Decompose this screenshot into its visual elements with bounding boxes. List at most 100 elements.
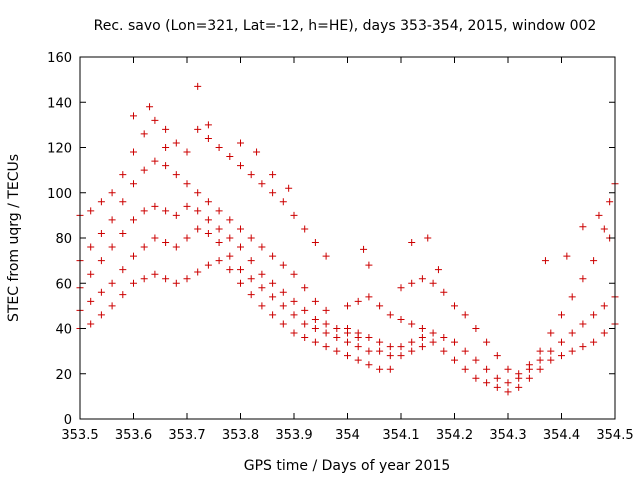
data-point-marker (172, 139, 180, 147)
data-point-marker (311, 315, 319, 323)
data-point-marker (258, 243, 266, 251)
data-point-marker (301, 284, 309, 292)
data-point-marker (119, 291, 127, 299)
data-point-marker (418, 325, 426, 332)
data-point-marker (162, 207, 170, 215)
data-point-marker (360, 245, 368, 253)
data-point-marker (108, 279, 116, 287)
data-point-marker (504, 388, 512, 396)
data-point-marker (162, 275, 170, 283)
data-point-marker (151, 157, 159, 165)
data-point-marker (558, 352, 565, 360)
data-point-marker (140, 130, 148, 138)
y-tick-label: 160 (47, 51, 72, 66)
y-tick-label: 60 (55, 277, 72, 292)
data-point-marker (397, 343, 405, 351)
data-point-marker (258, 270, 266, 278)
data-point-marker (376, 338, 384, 346)
x-tick-label: 353.8 (222, 428, 259, 443)
data-point-marker (376, 365, 384, 373)
data-point-marker (97, 257, 105, 265)
data-point-marker (541, 257, 549, 265)
data-point-marker (579, 320, 587, 328)
data-point-marker (547, 347, 555, 355)
data-point-marker (172, 279, 180, 287)
data-point-marker (536, 365, 544, 373)
data-point-marker (595, 211, 603, 219)
data-point-marker (172, 171, 180, 179)
x-tick-label: 354 (335, 428, 360, 443)
data-point-marker (162, 162, 170, 170)
data-point-marker (547, 329, 555, 337)
data-point-marker (130, 252, 137, 260)
x-axis-title: GPS time / Days of year 2015 (244, 458, 451, 474)
data-point-marker (515, 370, 523, 378)
data-point-marker (536, 347, 544, 355)
data-point-marker (108, 189, 116, 197)
data-point-marker (322, 306, 330, 314)
data-point-marker (301, 320, 309, 328)
y-axis-title: STEC from uqrg / TECUs (6, 154, 22, 322)
data-point-marker (204, 121, 212, 129)
data-point-marker (344, 352, 351, 360)
data-point-marker (493, 383, 501, 391)
data-point-marker (408, 347, 416, 355)
data-point-marker (97, 311, 105, 319)
points-layer (76, 82, 619, 396)
data-point-marker (108, 302, 116, 310)
x-tick-label: 354.3 (489, 428, 526, 443)
data-point-marker (354, 297, 362, 305)
data-point-marker (215, 257, 223, 265)
data-point-marker (87, 320, 95, 328)
data-point-marker (301, 306, 309, 314)
data-point-marker (333, 347, 341, 355)
data-point-marker (322, 320, 330, 328)
data-point-marker (344, 302, 351, 310)
y-tick-label: 0 (64, 413, 72, 428)
data-point-marker (461, 311, 469, 319)
data-point-marker (290, 297, 298, 305)
data-point-marker (354, 329, 362, 337)
data-point-marker (493, 374, 501, 382)
data-point-marker (204, 229, 212, 237)
data-point-marker (279, 261, 287, 269)
data-point-marker (258, 302, 266, 310)
data-point-marker (247, 234, 255, 242)
data-point-marker (269, 189, 277, 197)
data-point-marker (333, 334, 341, 342)
data-point-marker (568, 347, 576, 355)
x-tick-label: 354.5 (596, 428, 633, 443)
data-point-marker (119, 171, 127, 179)
x-tick-label: 354.2 (436, 428, 473, 443)
data-point-marker (418, 334, 426, 342)
data-point-marker (204, 261, 212, 269)
x-axis: 353.5 353.6 353.7 353.8 353.9 354 354.1 354.2 35… (61, 57, 634, 443)
data-point-marker (493, 352, 501, 360)
data-point-marker (290, 329, 298, 337)
data-point-marker (269, 171, 277, 179)
data-point-marker (451, 356, 458, 364)
x-tick-label: 353.7 (168, 428, 205, 443)
data-point-marker (108, 216, 116, 224)
data-point-marker (194, 125, 202, 133)
data-point-marker (140, 166, 148, 174)
data-point-marker (408, 338, 416, 346)
data-point-marker (194, 207, 202, 215)
data-point-marker (440, 288, 448, 296)
data-point-marker (515, 383, 523, 391)
data-point-marker (311, 338, 319, 346)
data-point-marker (322, 343, 330, 351)
data-point-marker (525, 361, 533, 369)
data-point-marker (600, 225, 608, 233)
data-point-marker (579, 275, 587, 283)
data-point-marker (472, 374, 480, 382)
data-point-marker (247, 291, 255, 299)
data-point-marker (525, 374, 533, 382)
data-point-marker (97, 229, 105, 237)
data-point-marker (365, 261, 373, 269)
data-point-marker (483, 365, 491, 373)
data-point-marker (258, 180, 266, 188)
y-axis: 0 20 40 60 80 100 120 140 160 (47, 51, 615, 428)
data-point-marker (558, 338, 565, 346)
